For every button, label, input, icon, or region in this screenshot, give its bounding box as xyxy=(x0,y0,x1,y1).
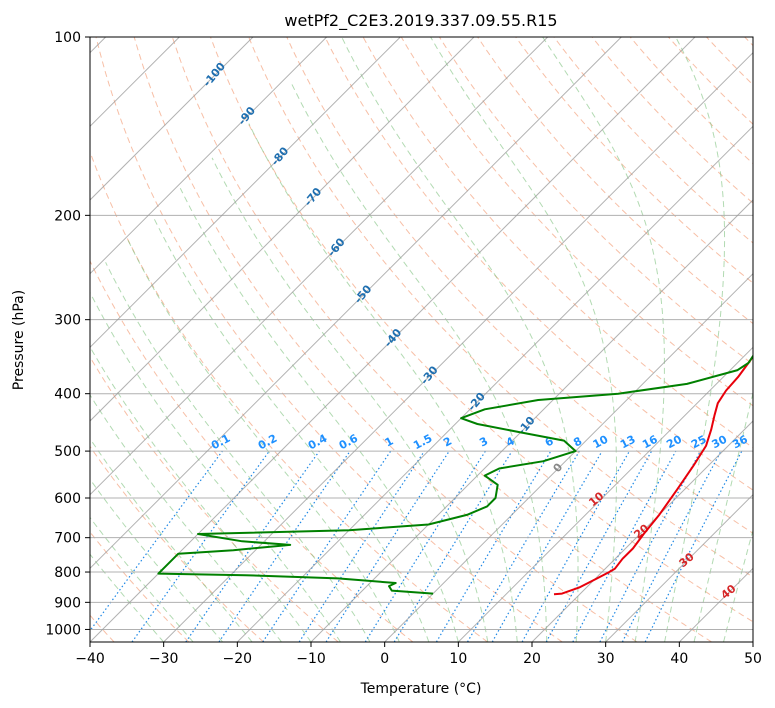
mixing-ratio-line xyxy=(521,450,631,642)
isotherm-gridline xyxy=(605,493,753,642)
moist-adiabat-line xyxy=(90,478,223,642)
mixing-ratio-label: 25 xyxy=(689,433,709,452)
x-tick-label: −20 xyxy=(223,651,253,667)
dry-adiabat-line xyxy=(286,37,753,534)
isotherm-gridline xyxy=(163,51,753,642)
x-tick-label: −40 xyxy=(75,651,105,667)
x-axis-label: Temperature (°C) xyxy=(360,681,482,697)
dry-adiabat-line xyxy=(515,37,753,284)
mixing-ratio-label: 20 xyxy=(664,432,684,451)
moist-adiabat-line xyxy=(341,37,579,642)
y-tick-label: 800 xyxy=(54,565,81,581)
isotherm-gridline xyxy=(384,272,753,642)
isotherm-gridline xyxy=(90,37,696,642)
isotherm-gridline xyxy=(310,199,753,642)
mixing-ratio-line xyxy=(325,450,450,642)
y-tick-label: 1000 xyxy=(45,622,81,638)
dry-adiabat-line xyxy=(95,37,563,642)
mixing-ratio-line xyxy=(298,450,425,642)
moist-adiabat-line xyxy=(127,239,400,642)
x-tick-label: 40 xyxy=(670,651,688,667)
moist-adiabat-line xyxy=(152,215,430,642)
dewpoint-profile-line xyxy=(157,354,753,595)
moist-adiabat-line xyxy=(723,528,753,642)
x-tick-label: −10 xyxy=(296,651,326,667)
mixing-ratio-label: 13 xyxy=(618,433,638,452)
isotherm-gridline xyxy=(90,37,549,496)
isotherm-gridline xyxy=(90,37,254,201)
moist-adiabat-line xyxy=(179,187,459,642)
moist-adiabat-line xyxy=(90,437,253,642)
isotherm-gridline xyxy=(90,37,622,570)
dry-adiabat-line xyxy=(210,37,753,623)
isotherm-gridline xyxy=(90,37,401,349)
x-tick-label: 20 xyxy=(523,651,541,667)
mixing-ratio-line xyxy=(131,450,270,642)
mixing-ratio-label: 10 xyxy=(591,432,611,451)
isotherm-gridline xyxy=(90,37,475,422)
moist-adiabat-line xyxy=(90,394,282,642)
mixing-ratio-line xyxy=(545,450,653,642)
moist-adiabat-line xyxy=(291,83,548,642)
temperature-profile-line xyxy=(553,354,753,596)
chart-title: wetPf2_C2E3.2019.337.09.55.R15 xyxy=(284,11,557,31)
mixing-ratio-line xyxy=(90,450,223,632)
dry-adiabat-line xyxy=(90,259,414,642)
y-tick-label: 100 xyxy=(54,30,81,46)
y-axis-label: Pressure (hPa) xyxy=(11,290,27,390)
isotherm-gridline xyxy=(236,125,753,642)
moist-adiabat-line xyxy=(693,390,753,642)
plot-frame xyxy=(89,36,754,643)
y-tick-label: 500 xyxy=(54,444,81,460)
dry-adiabat-line xyxy=(248,37,753,578)
mixing-ratio-label: 16 xyxy=(640,433,660,452)
dry-adiabat-line xyxy=(90,356,339,642)
x-tick-label: 0 xyxy=(380,651,389,667)
moist-adiabat-line xyxy=(90,345,312,642)
dry-adiabat-line xyxy=(324,37,753,491)
x-tick-label: 30 xyxy=(597,651,615,667)
moist-adiabat-line xyxy=(248,123,518,642)
y-tick-label: 700 xyxy=(54,531,81,547)
mixing-ratio-label: 36 xyxy=(730,433,750,452)
mixing-ratio-line xyxy=(572,450,677,642)
mixing-ratio-line xyxy=(185,450,320,642)
y-tick-label: 600 xyxy=(54,491,81,507)
mixing-ratio-label: 30 xyxy=(710,433,730,452)
x-tick-label: 10 xyxy=(449,651,467,667)
mixing-ratio-line xyxy=(393,450,513,642)
y-tick-label: 300 xyxy=(54,313,81,329)
moist-adiabat-line xyxy=(90,291,341,642)
isotherm-gridline xyxy=(90,37,328,275)
moist-adiabat-line xyxy=(90,516,194,642)
moist-adiabat-line xyxy=(430,37,617,642)
x-tick-label: 50 xyxy=(744,651,762,667)
moist-adiabat-line xyxy=(542,37,665,642)
y-tick-label: 200 xyxy=(54,208,81,224)
moist-adiabat-line xyxy=(105,262,371,642)
y-tick-label: 400 xyxy=(54,387,81,403)
y-tick-label: 900 xyxy=(54,595,81,611)
isotherm-gridline xyxy=(531,420,753,642)
dry-adiabat-line xyxy=(90,445,264,642)
moist-adiabat-line xyxy=(664,37,726,642)
mixing-ratio-line xyxy=(644,450,743,642)
mixing-ratio-line xyxy=(218,450,351,642)
mixing-ratio-line xyxy=(262,450,392,642)
x-tick-label: −30 xyxy=(149,651,179,667)
isotherm-gridline xyxy=(457,346,753,642)
